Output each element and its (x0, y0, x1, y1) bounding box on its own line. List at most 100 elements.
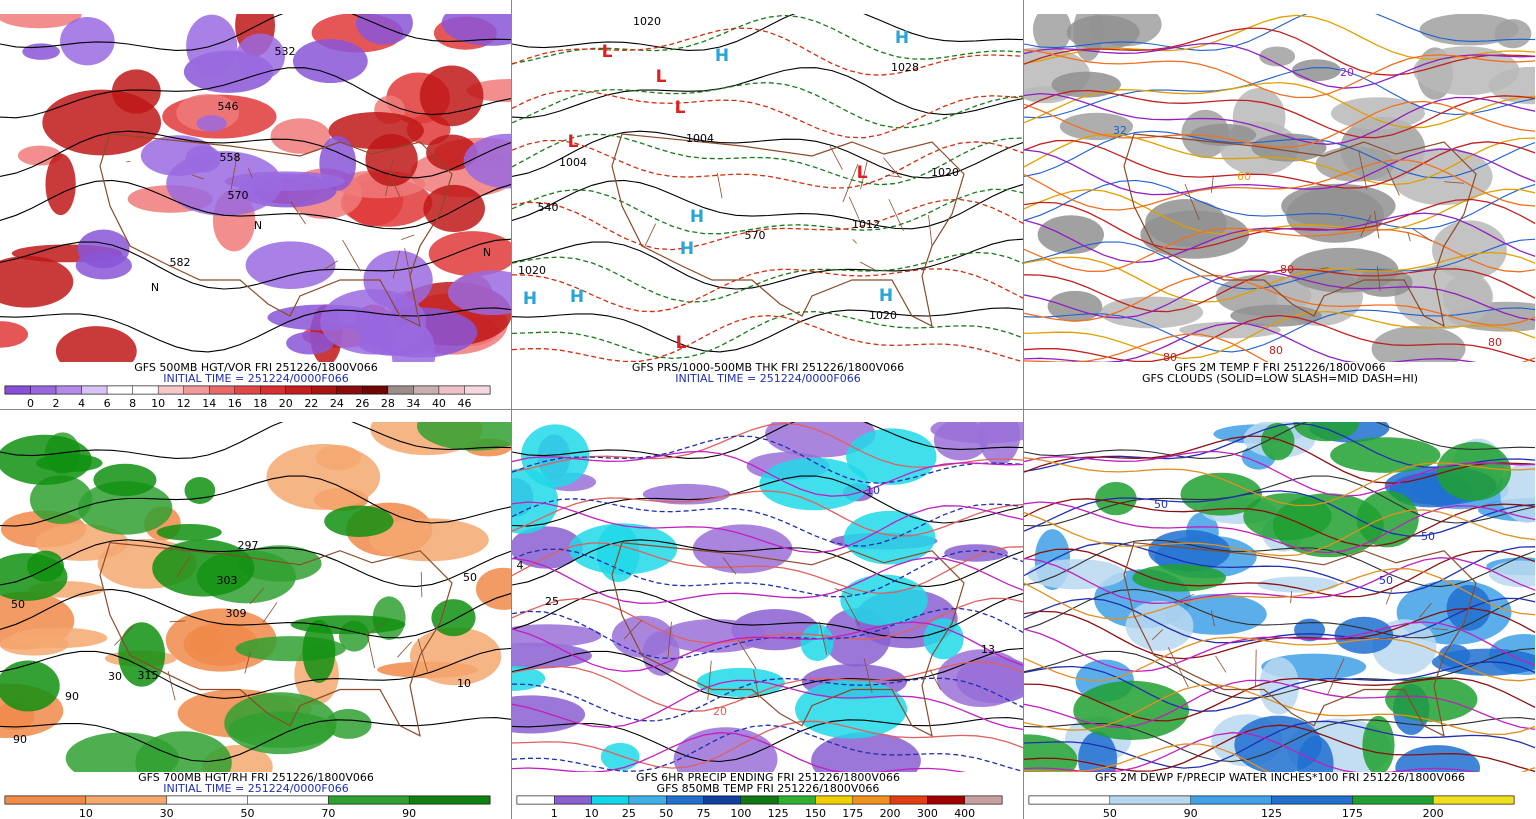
shading (328, 112, 424, 150)
state-border (667, 621, 672, 660)
state-border (1167, 647, 1189, 688)
state-border (1151, 629, 1164, 641)
shading (846, 428, 937, 485)
shading (320, 289, 427, 355)
colorbar-label: 90 (402, 807, 416, 819)
contour (0, 539, 511, 588)
shading (428, 231, 511, 277)
map-label: 90 (65, 690, 79, 703)
shading (369, 518, 489, 562)
coastline (99, 133, 453, 328)
shading (29, 475, 93, 524)
contour (512, 251, 1023, 303)
state-border (397, 641, 412, 658)
map: 50 303 309 315 297 50 10 30 90 90 (0, 422, 511, 772)
contour (1024, 597, 1535, 644)
colorbar-swatch (285, 385, 312, 395)
state-border (176, 555, 191, 577)
colorbar-label: 50 (1103, 807, 1117, 819)
map-label: L (857, 163, 868, 183)
contour (1024, 238, 1535, 290)
map: 32 20 60 80 80 80 80 (1024, 14, 1535, 362)
state-border (738, 640, 757, 670)
contour (1024, 227, 1535, 273)
contour (1024, 27, 1535, 76)
colorbar-swatch (1109, 795, 1191, 805)
state-border (391, 179, 400, 197)
shading (661, 619, 767, 653)
map-label: 558 (220, 151, 241, 164)
shading (1395, 745, 1481, 772)
shading (270, 118, 331, 154)
state-border (883, 157, 901, 178)
map-label: 13 (981, 643, 995, 656)
map-label: 50 (1379, 574, 1393, 587)
shading (1037, 215, 1104, 255)
contour (1024, 314, 1535, 362)
shading (0, 633, 69, 656)
contour (1024, 49, 1535, 99)
contour (1024, 270, 1535, 321)
state-border (1444, 181, 1464, 184)
colorbar-label: 70 (321, 807, 335, 819)
state-border (1184, 183, 1200, 221)
shading (512, 468, 559, 534)
contour (0, 67, 511, 119)
state-border (1407, 232, 1411, 242)
shading (1078, 731, 1118, 772)
contour (1024, 679, 1535, 731)
shading (236, 33, 285, 80)
contour (1024, 212, 1535, 264)
shading (1272, 493, 1384, 558)
map-label: 10 (866, 484, 880, 497)
shading (1334, 616, 1394, 654)
contour (512, 621, 1023, 673)
colorbar-label: 2 (53, 397, 60, 410)
state-border (1376, 265, 1381, 291)
shading (423, 184, 485, 232)
shading (224, 692, 337, 755)
contour (512, 27, 1023, 76)
caption: GFS 700MB HGT/RH FRI 251226/1800V066 (138, 771, 374, 784)
state-border (753, 669, 760, 699)
shading (937, 649, 1023, 708)
contour (1024, 732, 1479, 772)
shading (1419, 14, 1519, 46)
colorbar-label: 50 (659, 807, 673, 819)
contour (512, 307, 1023, 353)
contour (512, 179, 1023, 230)
caption: INITIAL TIME = 251224/0000F066 (675, 372, 860, 385)
map-label: L (656, 67, 667, 87)
contour (1024, 42, 1535, 89)
shading (315, 445, 362, 471)
colorbar-swatch (328, 795, 410, 805)
contour (512, 198, 1023, 251)
map-label: L (675, 98, 686, 118)
state-border (1360, 214, 1372, 237)
panel: 25 4 13 10 20 GFS 6HR PRECIP ENDING FRI 25122… (512, 422, 1023, 819)
shading (1330, 437, 1441, 473)
shading (60, 17, 115, 66)
contour (1024, 498, 1535, 547)
colorbar-swatch (209, 385, 235, 395)
colorbar-swatch (55, 385, 82, 395)
state-border (244, 651, 251, 674)
colorbar-swatch (516, 795, 555, 805)
map-label: 50 (1421, 530, 1435, 543)
contour (512, 679, 1023, 731)
contour (512, 588, 1023, 639)
contour (0, 647, 511, 699)
colorbar-swatch (1190, 795, 1272, 805)
shading (1436, 441, 1512, 501)
shading (184, 476, 216, 504)
map-label: 582 (170, 256, 191, 269)
shading (1234, 715, 1322, 772)
contour (1024, 475, 1535, 527)
contour (1024, 621, 1535, 673)
colorbar-swatch (30, 385, 57, 395)
colorbar-label: 26 (355, 397, 369, 410)
colorbar-swatch (81, 385, 108, 395)
shading (0, 660, 60, 712)
